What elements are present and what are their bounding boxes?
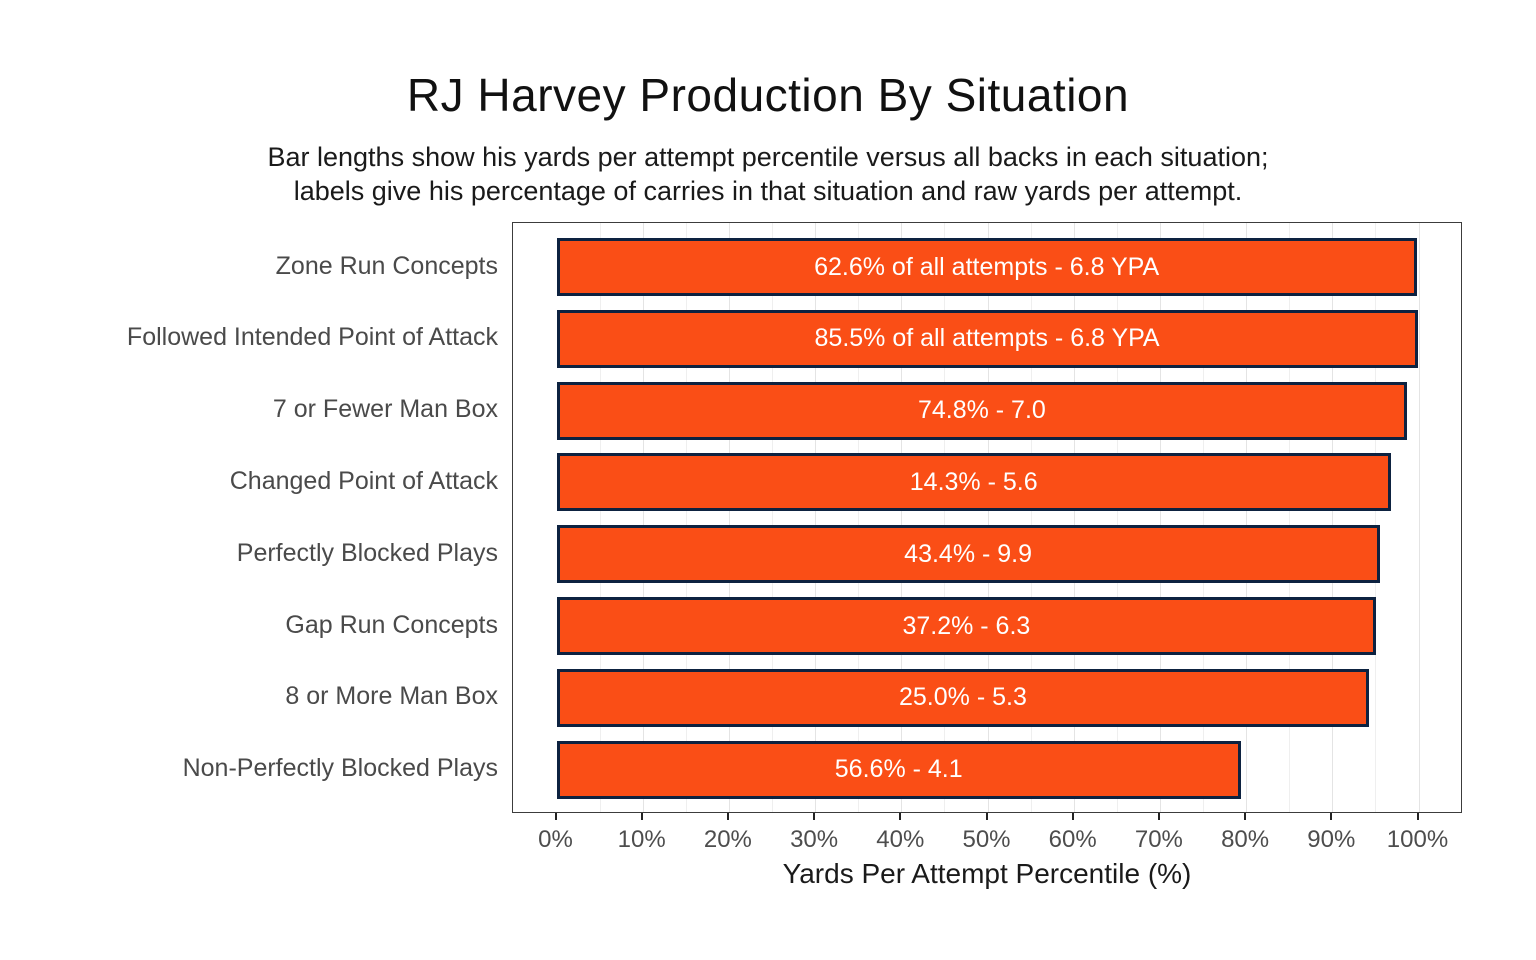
gridline-10pct: [642, 223, 644, 812]
category-label: 8 or More Man Box: [285, 682, 498, 711]
x-tick-mark: [1330, 813, 1333, 820]
gridline-65pct: [1116, 223, 1118, 812]
category-label: Followed Intended Point of Attack: [126, 323, 498, 352]
gridline-20pct: [728, 223, 730, 812]
x-tick-label: 0%: [538, 826, 573, 853]
bar-row-4: 14.3% - 5.6: [556, 453, 1391, 512]
x-tick-mark: [726, 813, 729, 820]
x-tick-label: 90%: [1307, 826, 1356, 853]
chart-subtitle-line2: labels give his percentage of carries in…: [293, 176, 1243, 206]
x-tick-label: 80%: [1221, 826, 1270, 853]
category-label: 7 or Fewer Man Box: [272, 395, 498, 424]
gridline-80pct: [1246, 223, 1248, 812]
gridline-30pct: [815, 223, 817, 812]
gridline-100pct: [1418, 223, 1420, 812]
gridline-95pct: [1375, 223, 1377, 812]
x-tick-mark: [1157, 813, 1160, 820]
gridline-25pct: [772, 223, 773, 812]
x-tick-label: 20%: [703, 826, 752, 853]
x-tick-label: 10%: [617, 826, 666, 853]
category-label: Perfectly Blocked Plays: [236, 538, 498, 567]
x-tick-mark: [640, 813, 643, 820]
bar-value-label: 37.2% - 6.3: [902, 611, 1031, 640]
x-tick-label: 30%: [790, 826, 839, 853]
category-label: Zone Run Concepts: [275, 251, 498, 280]
x-tick-mark: [554, 813, 557, 820]
bar-row-6: 37.2% - 6.3: [556, 597, 1377, 655]
category-label: Changed Point of Attack: [229, 466, 498, 495]
x-tick-mark: [985, 813, 988, 820]
gridline-85pct: [1289, 223, 1291, 812]
gridline-45pct: [944, 223, 946, 812]
gridline-5pct: [599, 223, 601, 812]
gridline-40pct: [901, 223, 903, 812]
x-tick-label: 50%: [962, 826, 1011, 853]
x-tick-mark: [1244, 813, 1247, 820]
x-tick-label: 60%: [1048, 826, 1097, 853]
bar-value-label: 43.4% - 9.9: [904, 539, 1033, 568]
bar-value-label: 25.0% - 5.3: [899, 683, 1027, 712]
plot-panel: 62.6% of all attempts - 6.8 YPA 85.5% of …: [512, 222, 1462, 813]
category-label: Non-Perfectly Blocked Plays: [182, 754, 498, 783]
chart-subtitle: Bar lengths show his yards per attempt p…: [0, 140, 1536, 208]
x-tick-mark: [1071, 813, 1074, 820]
gridline-60pct: [1073, 223, 1075, 812]
bar-row-2: 85.5% of all attempts - 6.8 YPA: [556, 309, 1418, 368]
gridline-35pct: [858, 223, 860, 812]
x-tick-label: 100%: [1386, 826, 1449, 853]
bar-value-label: 85.5% of all attempts - 6.8 YPA: [814, 324, 1160, 353]
x-axis-title: Yards Per Attempt Percentile (%): [782, 858, 1192, 889]
gridline-70pct: [1159, 223, 1161, 812]
gridline-15pct: [685, 223, 687, 812]
bar-row-8: 56.6% - 4.1: [556, 740, 1241, 799]
gridline-55pct: [1030, 223, 1032, 812]
bar-value-label: 74.8% - 7.0: [917, 396, 1046, 425]
bar-row-7: 25.0% - 5.3: [556, 668, 1370, 727]
bar-value-label: 14.3% - 5.6: [909, 467, 1038, 496]
x-tick-label: 70%: [1134, 826, 1183, 853]
x-tick-mark: [899, 813, 902, 820]
gridline-50pct: [987, 223, 989, 812]
bar-row-5: 43.4% - 9.9: [556, 525, 1380, 584]
x-tick-mark: [813, 813, 816, 820]
x-tick-label: 40%: [876, 826, 925, 853]
x-tick-mark: [1416, 813, 1419, 820]
chart-title: RJ Harvey Production By Situation: [406, 69, 1130, 121]
bar-row-1: 62.6% of all attempts - 6.8 YPA: [556, 238, 1417, 296]
bar-row-3: 74.8% - 7.0: [556, 381, 1408, 440]
chart-subtitle-line1: Bar lengths show his yards per attempt p…: [267, 142, 1269, 172]
bar-value-label: 62.6% of all attempts - 6.8 YPA: [814, 252, 1160, 281]
gridline-90pct: [1332, 223, 1334, 812]
category-label: Gap Run Concepts: [285, 610, 498, 639]
gridline-75pct: [1203, 223, 1204, 812]
bar-value-label: 56.6% - 4.1: [834, 755, 963, 784]
